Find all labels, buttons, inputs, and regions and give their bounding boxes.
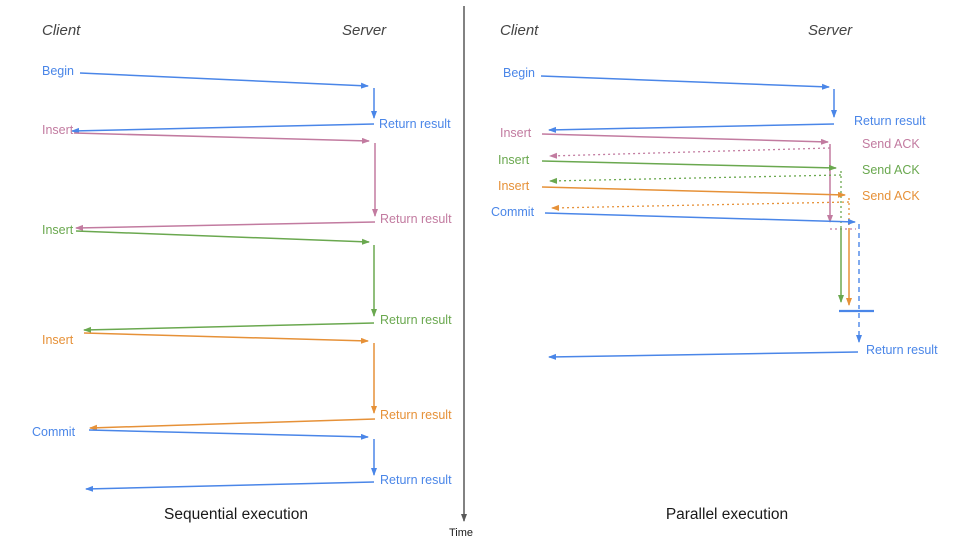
sequential-title: Sequential execution bbox=[164, 506, 308, 523]
seq-insert2-label: Insert bbox=[42, 223, 74, 237]
par-insert2-ack-dotted-arrow bbox=[549, 174, 842, 184]
seq-op-insert-2: Insert Return result bbox=[42, 223, 452, 333]
seq-begin-response-label: Return result bbox=[379, 117, 451, 131]
seq-insert3-response-label: Return result bbox=[380, 408, 452, 422]
seq-insert1-response-label: Return result bbox=[380, 212, 452, 226]
seq-insert3-label: Insert bbox=[42, 333, 74, 347]
seq-insert1-response-arrow bbox=[75, 221, 376, 231]
par-op-commit: Commit bbox=[491, 205, 860, 309]
seq-commit-label: Commit bbox=[32, 425, 76, 439]
seq-insert2-response-arrow bbox=[83, 322, 375, 333]
par-op-insert-1: Insert Send ACK bbox=[500, 126, 920, 230]
par-begin-request-arrow bbox=[540, 75, 830, 90]
seq-commit-response-label: Return result bbox=[380, 473, 452, 487]
par-sync-and-return: Return result bbox=[548, 309, 938, 360]
seq-insert2-request-arrow bbox=[75, 230, 370, 245]
seq-insert3-response-arrow bbox=[89, 418, 376, 431]
seq-commit-request-arrow bbox=[88, 429, 369, 440]
seq-insert1-label: Insert bbox=[42, 123, 74, 137]
par-begin-response-label: Return result bbox=[854, 114, 926, 128]
parallel-client-header: Client bbox=[500, 22, 539, 39]
seq-insert1-request-arrow bbox=[73, 132, 370, 144]
parallel-title: Parallel execution bbox=[666, 506, 788, 523]
parallel-panel: Client Server Begin Return result Insert… bbox=[491, 22, 938, 523]
par-final-response-arrow bbox=[548, 351, 859, 360]
par-insert3-ack-dotted-arrow bbox=[551, 201, 850, 211]
par-op-begin: Begin Return result bbox=[503, 66, 926, 133]
par-insert1-ack-dotted-arrow bbox=[549, 147, 831, 159]
par-begin-label: Begin bbox=[503, 66, 535, 80]
seq-op-insert-3: Insert Return result bbox=[42, 332, 452, 431]
parallel-server-header: Server bbox=[808, 22, 853, 39]
par-insert2-label: Insert bbox=[498, 153, 530, 167]
par-insert1-label: Insert bbox=[500, 126, 532, 140]
seq-insert3-request-arrow bbox=[83, 332, 369, 344]
seq-insert2-response-label: Return result bbox=[380, 313, 452, 327]
time-axis: Time bbox=[449, 6, 473, 539]
par-insert2-ack-label: Send ACK bbox=[862, 163, 920, 177]
time-axis-label: Time bbox=[449, 527, 473, 539]
par-commit-label: Commit bbox=[491, 205, 535, 219]
seq-op-insert-1: Insert Return result bbox=[42, 123, 452, 231]
seq-commit-response-arrow bbox=[85, 481, 375, 492]
seq-begin-label: Begin bbox=[42, 64, 74, 78]
par-final-response-label: Return result bbox=[866, 343, 938, 357]
par-insert1-request-arrow bbox=[541, 133, 829, 145]
sequential-panel: Client Server Begin Return result Insert… bbox=[32, 22, 452, 523]
par-insert3-ack-label: Send ACK bbox=[862, 189, 920, 203]
par-insert2-request-arrow bbox=[541, 160, 837, 171]
par-commit-request-arrow bbox=[544, 212, 856, 225]
sequential-server-header: Server bbox=[342, 22, 387, 39]
par-op-insert-2: Insert Send ACK bbox=[498, 153, 920, 303]
par-insert1-ack-label: Send ACK bbox=[862, 137, 920, 151]
par-insert3-request-arrow bbox=[541, 186, 846, 198]
par-op-insert-3: Insert Send ACK bbox=[498, 179, 920, 306]
par-insert3-label: Insert bbox=[498, 179, 530, 193]
seq-op-begin: Begin Return result bbox=[42, 64, 451, 134]
seq-op-commit: Commit Return result bbox=[32, 425, 452, 492]
par-begin-response-arrow bbox=[548, 123, 835, 133]
sequential-client-header: Client bbox=[42, 22, 81, 39]
seq-begin-request-arrow bbox=[79, 72, 369, 89]
seq-begin-response-arrow bbox=[71, 123, 375, 134]
